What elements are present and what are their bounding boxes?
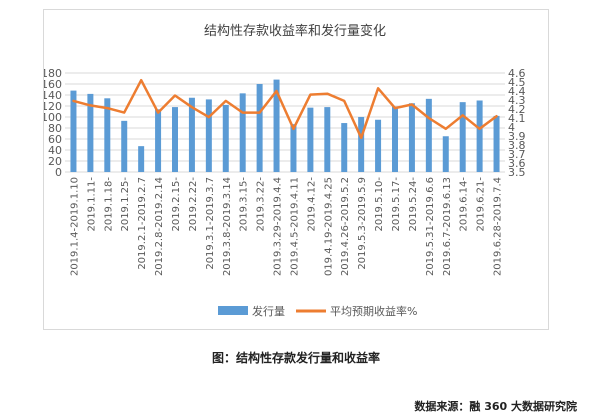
y-right-tick-label: 4.3	[508, 94, 526, 107]
x-tick-label: 2019.5.17-	[391, 177, 402, 232]
bar	[442, 136, 449, 172]
y-left-tick-label: 40	[48, 144, 62, 157]
x-tick-label: 2019.6.28-2019.7.4	[493, 177, 504, 276]
bar	[459, 102, 466, 172]
bar	[324, 107, 331, 172]
legend-bar-label: 发行量	[252, 304, 285, 318]
y-left-tick-label: 160	[44, 78, 62, 91]
x-tick-label: 2019.1.11-	[86, 177, 97, 232]
x-tick-label: 2019.3.1-2019.3.7	[205, 177, 216, 270]
y-left-tick-label: 140	[44, 89, 62, 102]
x-tick-label: 2019.5.24-	[408, 177, 419, 232]
bar	[375, 119, 382, 172]
bar	[155, 109, 162, 172]
yield-line	[72, 78, 498, 140]
x-tick-label: 2019.1.18-	[103, 177, 114, 232]
x-tick-label: 2019.2.8-2019.2.14	[154, 177, 165, 276]
legend-line-label: 平均预期收益率%	[330, 304, 417, 318]
chart-frame: 结构性存款收益率和发行量变化 0 20 40 60 80 100 120 140 160 180 3.…	[43, 9, 549, 330]
y-right-tick-label: 4.4	[508, 85, 526, 98]
y-right-tick-label: 4.5	[508, 76, 526, 89]
y-left-tick-label: 20	[48, 155, 62, 168]
y-left-tick-label: 0	[55, 166, 62, 179]
bar	[239, 93, 246, 172]
x-tick-label: 2019.4.12-	[306, 177, 317, 232]
x-tick-label: 2019.1.4-2019.1.10	[69, 177, 80, 276]
x-tick-label: 2019.6.7-2019.6.13	[442, 177, 453, 276]
bar	[222, 104, 229, 172]
bar	[87, 93, 94, 172]
y-right-tick-label: 4	[508, 121, 515, 134]
x-tick-label: 2019.3.22-	[256, 177, 267, 232]
bar	[273, 79, 280, 172]
bar	[307, 107, 314, 172]
legend-bar-swatch	[218, 306, 248, 315]
x-tick-label: 2019.3.8-2019.3.14	[222, 177, 233, 276]
bar	[290, 124, 297, 172]
bar	[493, 115, 500, 172]
bar	[408, 103, 415, 172]
y-right-tick-label: 4.6	[508, 67, 526, 80]
x-tick-label: 2019.3.29-2019.4.4	[273, 177, 284, 276]
y-right-tick-label: 3.9	[508, 130, 526, 143]
y-left-tick-label: 100	[44, 111, 62, 124]
x-tick-label: 2019.5.10-	[374, 177, 385, 232]
bar	[256, 84, 263, 172]
y-right-tick-label: 4.1	[508, 112, 526, 125]
x-tick-label: 2019.2.15-	[171, 177, 182, 232]
data-source: 数据来源：融 360 大数据研究院	[414, 400, 577, 413]
bar	[341, 123, 348, 172]
bar	[70, 90, 77, 172]
bar	[205, 99, 212, 172]
x-tick-label: 2019.5.31-2019.6.6	[425, 177, 436, 276]
bar	[358, 117, 365, 172]
bar	[121, 120, 128, 172]
y-right-tick-label: 3.8	[508, 139, 526, 152]
y-right-tick-label: 3.7	[508, 148, 526, 161]
x-tick-label: 2019.4.26-2019.5.2	[340, 177, 351, 276]
y-right-tick-label: 4.2	[508, 103, 526, 116]
bar	[172, 107, 178, 172]
bar	[425, 98, 432, 172]
y-left-tick-label: 60	[48, 133, 62, 146]
bar	[392, 106, 398, 172]
y-left-tick-label: 180	[44, 67, 62, 80]
bar	[188, 97, 195, 172]
bar	[138, 146, 145, 172]
x-tick-label: 2019.4.5-2019.4.11	[289, 177, 300, 276]
y-left-tick-label: 120	[44, 100, 62, 113]
x-tick-label: 2019.2.1-2019.2.7	[137, 177, 148, 270]
figure-caption: 图：结构性存款发行量和收益率	[211, 351, 380, 365]
chart-title: 结构性存款收益率和发行量变化	[204, 23, 386, 39]
x-tick-label: 2019.6.21-	[476, 177, 487, 232]
x-tick-label: 2019.5.3-2019.5.9	[357, 177, 368, 270]
bar	[104, 98, 111, 172]
y-right-tick-label: 3.5	[508, 166, 526, 179]
y-right-tick-label: 3.6	[508, 157, 526, 170]
x-tick-label: 019.4.19-2019.4.25	[323, 177, 334, 276]
x-tick-label: 2019.1.25-	[120, 177, 131, 232]
x-tick-label: 2019.6.14-	[459, 177, 470, 232]
x-tick-label: 2019.2.22-	[188, 177, 199, 232]
y-left-tick-label: 80	[48, 122, 62, 135]
bar	[476, 100, 483, 172]
x-tick-label: 2019.3.15-	[239, 177, 250, 232]
